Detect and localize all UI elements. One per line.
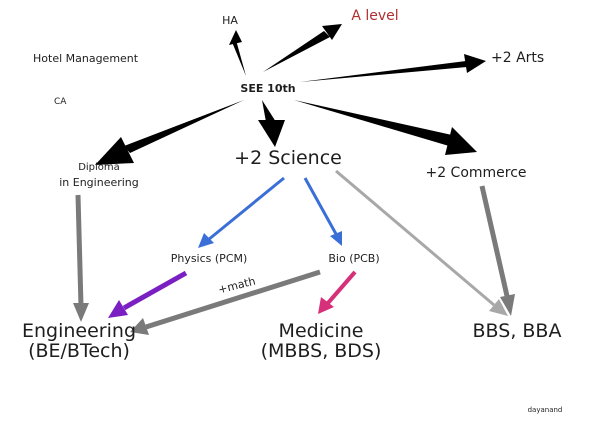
label-engineering-line1: Engineering xyxy=(22,321,136,342)
arrow-science-to-bbs xyxy=(336,171,494,305)
label-bbs-bba: BBS, BBA xyxy=(473,321,562,342)
label-diploma-line2: in Engineering xyxy=(59,177,139,189)
label-a-level: A level xyxy=(351,9,398,24)
label-plus2-arts: +2 Arts xyxy=(491,51,544,66)
arrow-see-to-a-level xyxy=(263,31,330,72)
arrow-bio-to-medicine xyxy=(328,272,355,303)
arrow-science-to-physics xyxy=(208,178,284,240)
arrow-science-to-bio xyxy=(305,178,336,234)
arrowhead-arts xyxy=(464,54,486,73)
arrow-see-to-ha xyxy=(232,40,246,76)
label-physics-pcm: Physics (PCM) xyxy=(171,253,248,265)
label-medicine-line1: Medicine xyxy=(279,321,364,342)
arrowhead-commerce xyxy=(445,127,477,155)
arrowhead-ha xyxy=(229,30,242,45)
label-see-10th: SEE 10th xyxy=(240,83,295,95)
label-medicine-line2: (MBBS, BDS) xyxy=(261,341,382,362)
label-hotel-management: Hotel Management xyxy=(33,53,138,65)
arrow-commerce-to-bbs xyxy=(482,186,507,296)
arrowhead-science xyxy=(258,120,285,147)
arrow-diploma-to-engineering xyxy=(78,195,81,306)
arrow-see-to-diploma xyxy=(124,100,244,153)
label-plus2-commerce: +2 Commerce xyxy=(425,166,526,181)
label-plus2-science: +2 Science xyxy=(234,148,342,169)
arrow-physics-to-engineering xyxy=(124,273,186,308)
label-bio-pcb: Bio (PCB) xyxy=(328,253,379,265)
label-ha: HA xyxy=(222,15,238,27)
label-diploma-line1: Diploma xyxy=(78,162,120,173)
arrow-see-to-science xyxy=(262,100,276,122)
label-engineering-line2: (BE/BTech) xyxy=(28,341,130,362)
arrow-see-to-commerce xyxy=(294,100,452,146)
label-ca: CA xyxy=(54,98,66,108)
label-signature: dayanand xyxy=(528,407,563,415)
arrowhead-diploma xyxy=(95,137,134,165)
arrow-see-to-arts xyxy=(300,61,467,82)
